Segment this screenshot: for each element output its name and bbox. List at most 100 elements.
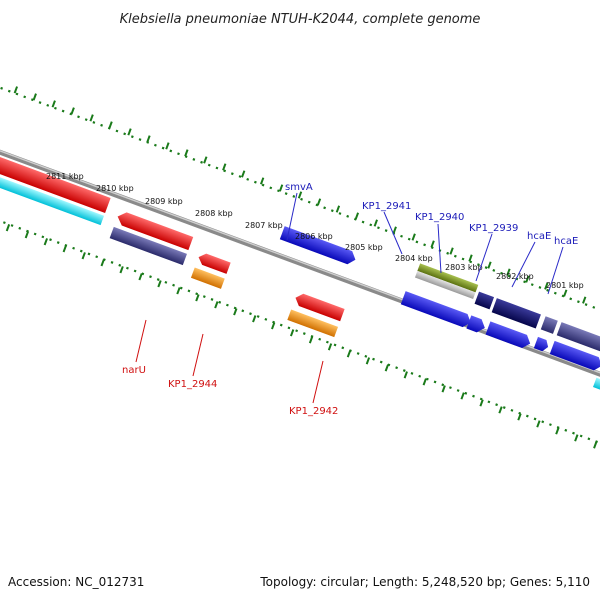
ruler-tick <box>373 219 378 227</box>
ruler-tick <box>146 135 151 143</box>
forward-features <box>279 226 600 371</box>
ruler-tick <box>252 315 257 323</box>
gene-arrow-KP1_2942-orange <box>287 309 339 338</box>
leader-line <box>312 360 324 404</box>
ruler-tick <box>214 301 219 309</box>
ruler-tick <box>327 343 333 351</box>
gene-arrow-grey <box>414 270 476 299</box>
ruler-tick <box>32 93 37 101</box>
ruler-dotted-line-inner <box>0 181 600 475</box>
leader-line <box>437 223 442 274</box>
gene-arrow-narU-upper <box>0 129 111 213</box>
ruler-tick <box>203 156 208 164</box>
ruler-dotted-line-outer <box>0 64 600 358</box>
ruler-labels: 2811 kbp 2810 kbp 2809 kbp 2808 kbp 2807… <box>46 172 584 290</box>
ruler-tick <box>184 149 189 157</box>
ruler-tick <box>241 170 246 178</box>
ruler-tick <box>498 406 503 414</box>
gene-label-KP1_2941: KP1_2941 <box>362 201 411 212</box>
ruler-label: 2803 kbp <box>445 263 483 272</box>
ruler-tick <box>5 224 11 232</box>
backbone-line <box>0 109 600 427</box>
ruler-tick <box>468 254 473 262</box>
leader-line <box>192 333 204 377</box>
ruler-label: 2807 kbp <box>245 221 283 230</box>
gene-arrow-KP1_2940-track2 <box>466 315 485 333</box>
ruler-tick <box>278 184 284 192</box>
gene-arrow-KP1_2944-orange <box>190 267 225 289</box>
leader-line <box>511 241 536 288</box>
ruler-tick <box>89 114 94 122</box>
ruler-tick <box>525 275 530 283</box>
ruler-tick <box>593 441 598 449</box>
ruler-tick <box>157 280 162 288</box>
ruler-label: 2802 kbp <box>496 272 534 281</box>
ruler-tick <box>460 392 465 400</box>
gene-arrow-small-blue <box>533 336 549 352</box>
ruler-tick <box>108 121 113 129</box>
ruler-tick <box>365 357 371 365</box>
ruler-tick <box>176 287 181 295</box>
ruler-tick <box>195 294 200 302</box>
gene-arrow-cyan-right <box>592 377 600 400</box>
gene-arrow-KP1_2939-track2 <box>485 321 531 349</box>
leader-line <box>475 233 493 282</box>
ruler-tick <box>479 399 484 407</box>
gene-arrow-smvA <box>279 226 356 265</box>
ruler-tick <box>271 322 276 330</box>
ruler-tick <box>574 434 579 442</box>
ruler-tick <box>517 413 522 421</box>
ruler-label: 2805 kbp <box>345 243 383 252</box>
leader-line <box>547 246 564 295</box>
ruler-tick <box>346 350 352 358</box>
ruler-ticks <box>5 86 598 449</box>
ruler-tick <box>555 427 560 435</box>
ruler-tick <box>422 378 427 386</box>
ruler-label: 2811 kbp <box>46 172 84 181</box>
leader-line <box>286 192 298 241</box>
gene-arrow-KP1_2941 <box>400 291 471 328</box>
gene-label-smvA: smvA <box>285 182 313 193</box>
ruler-tick <box>506 268 511 276</box>
accession-text: Accession: NC_012731 <box>8 575 144 589</box>
ruler-tick <box>62 245 67 253</box>
gene-arrow-hcaE-track2 <box>549 340 600 371</box>
ruler-label: 2809 kbp <box>145 197 183 206</box>
ruler-tick <box>308 336 314 344</box>
ruler-tick <box>335 205 341 213</box>
gene-arrow-hcaE-small <box>540 316 558 334</box>
ruler-tick <box>316 198 322 206</box>
reverse-gene-labels: narU KP1_2944 KP1_2942 <box>122 319 338 417</box>
ruler-tick <box>165 142 170 150</box>
gene-arrow-KP1_2942 <box>295 293 345 322</box>
ruler-tick <box>289 329 295 337</box>
ruler-tick <box>354 212 360 220</box>
ruler-tick <box>563 289 568 297</box>
ruler-tick <box>392 226 397 234</box>
ruler-tick <box>403 371 408 379</box>
ruler-tick <box>259 177 265 185</box>
map-title: Klebsiella pneumoniae NTUH-K2044, comple… <box>120 12 481 27</box>
map-strip <box>0 64 600 475</box>
gene-label-KP1_2939: KP1_2939 <box>469 223 518 234</box>
ruler-label: 2808 kbp <box>195 209 233 218</box>
gene-arrow-narU <box>117 212 194 251</box>
ruler-tick <box>544 282 549 290</box>
ruler <box>0 64 600 475</box>
ruler-tick <box>222 163 227 171</box>
gene-label-KP1_2944: KP1_2944 <box>168 379 217 390</box>
gene-arrow-cyan <box>0 147 105 226</box>
genome-summary-text: Topology: circular; Length: 5,248,520 bp… <box>259 575 590 589</box>
gene-label-narU: narU <box>122 365 146 376</box>
gene-arrow-narU-track2 <box>109 226 187 266</box>
ruler-tick <box>70 107 75 115</box>
ruler-tick <box>127 128 132 136</box>
ruler-tick <box>449 247 454 255</box>
gene-arrow-hcaE <box>556 322 600 352</box>
ruler-tick <box>297 191 303 199</box>
ruler-tick <box>430 240 435 248</box>
forward-gene-labels: smvA KP1_2941 KP1_2940 KP1_2939 hcaE hca… <box>285 182 578 295</box>
ruler-tick <box>138 273 143 281</box>
gene-label-KP1_2940: KP1_2940 <box>415 212 464 223</box>
backbone-highlight <box>0 109 600 424</box>
